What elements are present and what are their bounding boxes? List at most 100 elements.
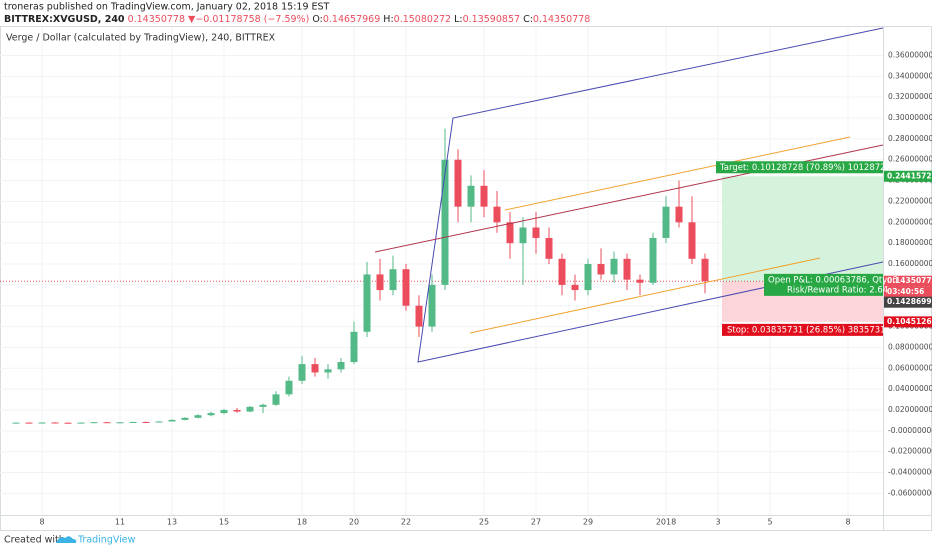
candle-body bbox=[389, 269, 397, 291]
publisher: troneras published on TradingView.com, J… bbox=[4, 2, 330, 13]
y-tick-label: 0.32000000 bbox=[888, 92, 932, 101]
y-tick-label: -0.00000000 bbox=[888, 426, 932, 435]
price-tag: 0.14350778 bbox=[887, 276, 932, 285]
x-tick-label: 8 bbox=[39, 518, 44, 527]
candle-body bbox=[571, 284, 579, 291]
stop-text: Stop: 0.03835731 (26.85%) 3835731, A bbox=[727, 325, 897, 335]
x-tick-label: 2018 bbox=[656, 518, 676, 527]
candle-body bbox=[207, 413, 215, 416]
y-tick-label: 0.06000000 bbox=[888, 363, 932, 372]
stop-tag: 0.10451261 bbox=[887, 317, 932, 326]
x-tick-label: 20 bbox=[349, 518, 359, 527]
candle-body bbox=[285, 380, 293, 395]
y-tick-label: 0.26000000 bbox=[888, 155, 932, 164]
channel-line bbox=[417, 27, 884, 363]
y-tick-label: -0.06000000 bbox=[888, 488, 932, 497]
entry-tag: 0.14286992 bbox=[887, 297, 932, 306]
pnl-text: Open P&L: 0.00063786, Qty: 6 bbox=[768, 275, 898, 285]
target-box bbox=[716, 161, 883, 174]
pnl-box bbox=[764, 273, 883, 296]
c-value: 0.14350778 bbox=[533, 14, 590, 25]
x-tick-label: 25 bbox=[479, 518, 489, 527]
change: −0.01178758 (−7.59%) bbox=[195, 14, 309, 25]
candle-body bbox=[519, 227, 527, 244]
l-label: L: bbox=[454, 14, 463, 25]
target-text: Target: 0.10128728 (70.89%) 10128728, A bbox=[719, 163, 902, 173]
candle-body bbox=[532, 227, 540, 238]
candle-body bbox=[558, 258, 566, 285]
candle-body bbox=[350, 331, 358, 363]
y-tick-label: 0.20000000 bbox=[888, 217, 932, 226]
h-label: H: bbox=[383, 14, 393, 25]
candle-body bbox=[584, 264, 592, 291]
candle-body bbox=[272, 394, 280, 405]
x-tick-label: 27 bbox=[531, 518, 541, 527]
y-tick-label: 0.18000000 bbox=[888, 238, 932, 247]
x-tick-label: 22 bbox=[401, 518, 411, 527]
target-tag: 0.24415720 bbox=[887, 171, 932, 180]
candle-body bbox=[597, 264, 605, 275]
candle-body bbox=[623, 258, 631, 280]
y-tick-label: 0.04000000 bbox=[888, 384, 932, 393]
x-tick-label: 13 bbox=[167, 518, 177, 527]
candle-body bbox=[675, 206, 683, 223]
candle-body bbox=[636, 279, 644, 283]
candle-body bbox=[376, 274, 384, 291]
o-label: O: bbox=[312, 14, 323, 25]
candle-body bbox=[155, 421, 163, 423]
candle-body bbox=[415, 305, 423, 327]
candle-body bbox=[324, 369, 332, 373]
stop-tag-bg bbox=[884, 316, 932, 328]
candle-body bbox=[649, 237, 657, 283]
footer-brand: TradingView bbox=[77, 535, 136, 546]
candle-body bbox=[454, 159, 462, 207]
candle-body bbox=[103, 422, 111, 424]
candle-body bbox=[545, 237, 553, 259]
y-tick-label: 0.16000000 bbox=[888, 259, 932, 268]
candle-body bbox=[168, 419, 176, 422]
h-value: 0.15080272 bbox=[394, 14, 451, 25]
candle-body bbox=[259, 404, 267, 407]
candle-body bbox=[402, 269, 410, 306]
candle-body bbox=[610, 258, 618, 275]
candle-body bbox=[129, 421, 137, 423]
y-tick-label: -0.02000000 bbox=[888, 447, 932, 456]
x-tick-label: 11 bbox=[115, 518, 125, 527]
profit-zone bbox=[722, 176, 883, 282]
l-value: 0.13590857 bbox=[463, 14, 520, 25]
x-tick-label: 3 bbox=[715, 518, 720, 527]
footer-created: Created with bbox=[4, 535, 65, 546]
entry-tag-bg bbox=[884, 296, 932, 308]
candle-body bbox=[298, 364, 306, 381]
candle-body bbox=[181, 417, 189, 420]
candle-body bbox=[506, 222, 514, 244]
x-tick-label: 29 bbox=[583, 518, 593, 527]
candle-body bbox=[51, 422, 59, 424]
candle-body bbox=[12, 422, 20, 424]
logo bbox=[56, 536, 77, 543]
candle-body bbox=[25, 422, 33, 424]
candle-body bbox=[64, 422, 72, 424]
candle-body bbox=[428, 284, 436, 327]
candle-body bbox=[311, 364, 319, 373]
candle-body bbox=[90, 422, 98, 424]
symbol-line: BITTREX:XVGUSD, 240 0.14350778 ▼−0.01178… bbox=[4, 14, 590, 25]
y-tick-label: 0.08000000 bbox=[888, 342, 932, 351]
legend: Verge / Dollar (calculated by TradingVie… bbox=[6, 33, 276, 44]
candle-body bbox=[116, 422, 124, 424]
candle-body bbox=[662, 206, 670, 238]
candle-body bbox=[337, 362, 345, 370]
c-label: C: bbox=[523, 14, 533, 25]
candle-body bbox=[701, 258, 709, 282]
last: 0.14350778 bbox=[128, 14, 185, 25]
candle-body bbox=[77, 422, 85, 424]
ratio-text: Risk/Reward Ratio: 2.64 bbox=[787, 285, 888, 295]
candle-body bbox=[493, 206, 501, 223]
candle-body bbox=[38, 422, 46, 424]
candle-body bbox=[480, 185, 488, 207]
y-tick-label: 0.34000000 bbox=[888, 71, 932, 80]
y-tick-label: -0.04000000 bbox=[888, 468, 932, 477]
y-tick-label: 0.30000000 bbox=[888, 113, 932, 122]
channel-drawings bbox=[374, 27, 884, 363]
